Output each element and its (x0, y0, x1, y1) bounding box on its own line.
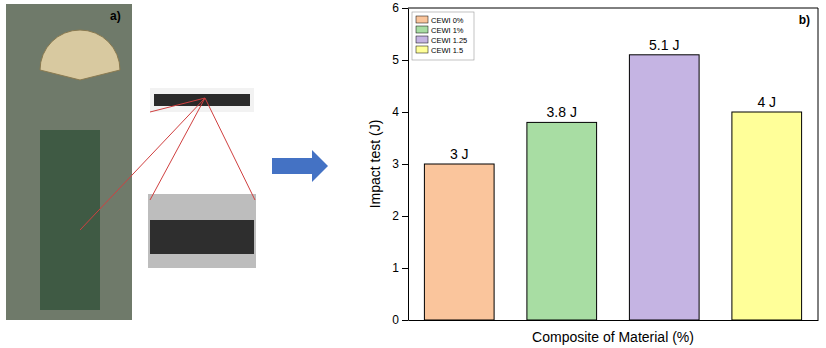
y-tick-mark (402, 8, 408, 9)
y-tick: 5 (392, 53, 408, 67)
photo-pointer (205, 98, 255, 200)
y-tick: 2 (392, 209, 408, 223)
legend-swatch (416, 16, 428, 23)
y-tick: 0 (392, 313, 408, 327)
y-axis: 0 1 2 3 4 5 6 (392, 1, 408, 327)
legend-swatch (416, 46, 428, 53)
photo-pointer (80, 98, 205, 230)
y-tick-label: 5 (392, 53, 399, 67)
data-label: 4 J (757, 94, 776, 110)
x-axis-title: Composite of Material (%) (532, 329, 694, 345)
legend-swatch (416, 36, 428, 43)
y-tick-mark (402, 164, 408, 165)
x-axis (409, 320, 819, 321)
photo-specimen-bg (150, 88, 254, 112)
bars (424, 55, 801, 320)
legend-entry: CEWI 0% (431, 16, 464, 25)
y-tick: 6 (392, 1, 408, 15)
y-tick-label: 4 (392, 105, 399, 119)
data-label: 3.8 J (547, 104, 577, 120)
y-tick-label: 0 (392, 313, 399, 327)
y-tick-label: 6 (392, 1, 399, 15)
bar (629, 55, 699, 320)
data-labels: 3 J 3.8 J 5.1 J 4 J (450, 37, 776, 162)
x-axis-line (409, 320, 819, 321)
legend-swatch (416, 26, 428, 33)
figure: a) 0 1 2 3 4 5 6 Composite of Material (%) Impact… (0, 0, 826, 348)
panel-label: b) (799, 13, 810, 27)
y-tick-label: 3 (392, 157, 399, 171)
photo-fracture (150, 220, 254, 254)
data-label: 3 J (450, 146, 469, 162)
y-tick-mark (402, 320, 408, 321)
photo-machine (6, 4, 132, 320)
y-tick-mark (402, 60, 408, 61)
y-tick-mark (402, 268, 408, 269)
legend-entry: CEWI 1.5 (431, 46, 463, 55)
legend: CEWI 0%CEWI 1%CEWI 1.25CEWI 1.5 (412, 12, 474, 60)
legend-entry: CEWI 1.25 (431, 36, 467, 45)
bar (424, 164, 494, 320)
legend-entry: CEWI 1% (431, 26, 464, 35)
y-axis-line (408, 9, 409, 321)
photo-machine-body (40, 130, 100, 310)
arrow (272, 150, 328, 182)
legend-box (412, 12, 474, 60)
y-tick: 4 (392, 105, 408, 119)
y-tick: 1 (392, 261, 408, 275)
plot-frame (408, 8, 818, 320)
photo-dial (40, 30, 120, 80)
y-tick-mark (402, 112, 408, 113)
photo-fracture-bg (148, 194, 256, 268)
panel-label: a) (110, 9, 121, 23)
data-label: 5.1 J (649, 37, 679, 53)
y-tick: 3 (392, 157, 408, 171)
photo-pointer (150, 98, 205, 200)
y-tick-mark (402, 216, 408, 217)
y-axis-title: Impact test (J) (367, 120, 383, 209)
bar (732, 112, 802, 320)
photo-panel: a) (6, 4, 256, 320)
bar (527, 122, 597, 320)
photo-pointer (150, 98, 205, 112)
y-tick-label: 2 (392, 209, 399, 223)
y-tick-label: 1 (392, 261, 399, 275)
